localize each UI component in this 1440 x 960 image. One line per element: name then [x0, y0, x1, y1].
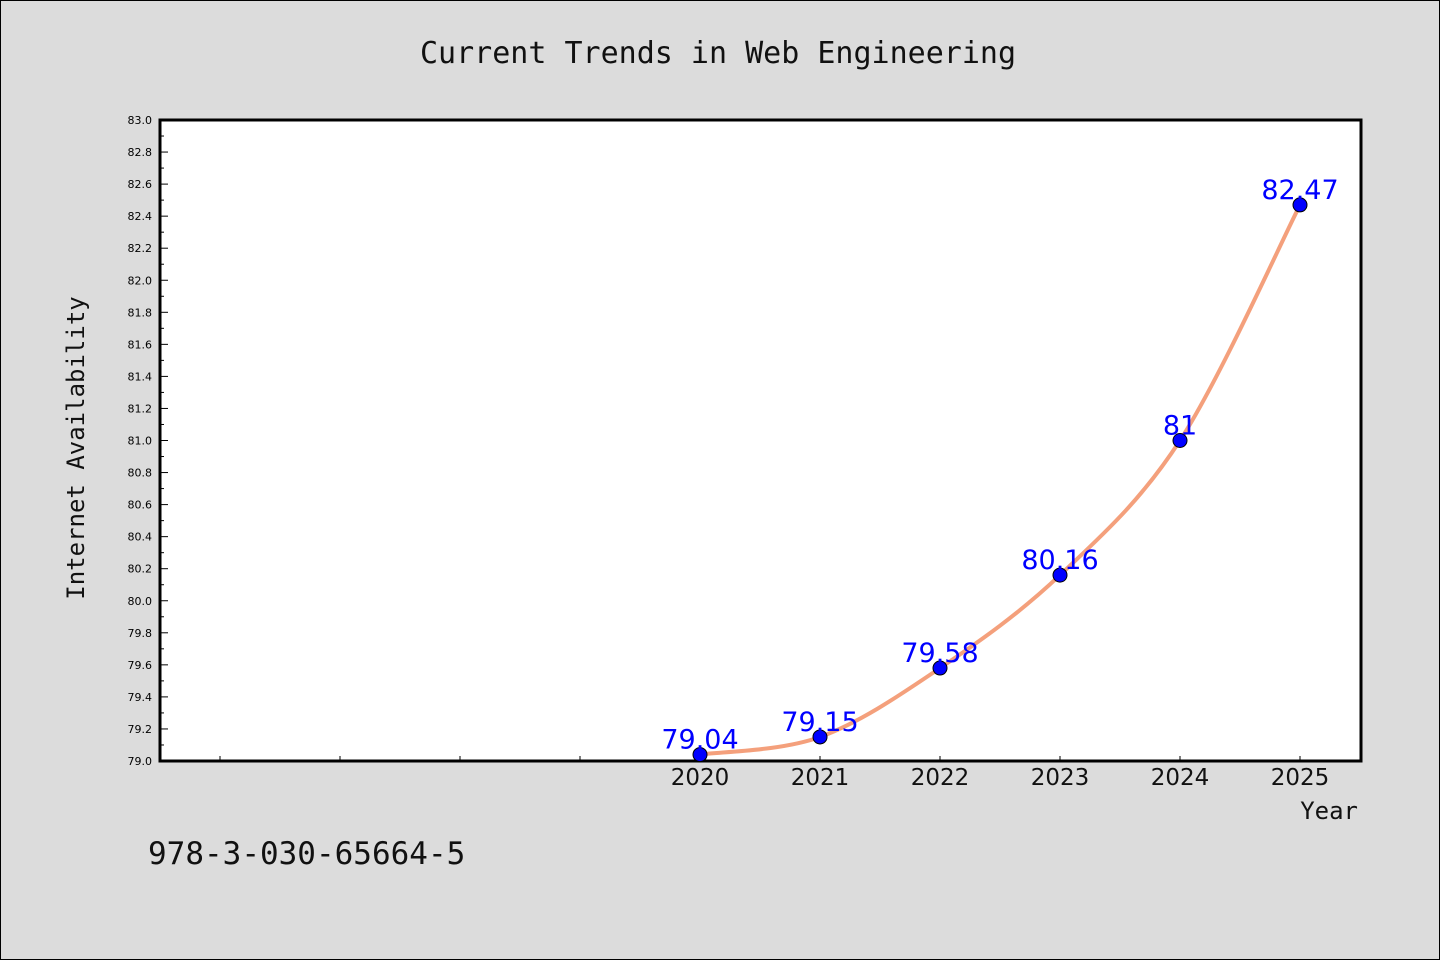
data-label: 81 [1163, 411, 1197, 442]
chart-title: Current Trends in Web Engineering [420, 36, 1016, 71]
x-tick-label: 2022 [911, 765, 970, 791]
data-point [1052, 567, 1068, 583]
y-tick-label: 82.4 [128, 210, 153, 223]
data-point [692, 747, 708, 763]
x-tick-label: 2020 [671, 765, 730, 791]
y-tick-label: 81.2 [128, 402, 153, 415]
y-tick-label: 82.0 [128, 274, 153, 287]
y-tick-label: 79.2 [128, 723, 153, 736]
y-axis-label: Internet Availability [62, 296, 90, 599]
data-points [692, 197, 1308, 763]
y-tick-label: 80.2 [128, 563, 153, 576]
y-tick-label: 79.6 [128, 659, 153, 672]
plot-area [158, 118, 1363, 763]
isbn-footer: 978-3-030-65664-5 [148, 836, 465, 872]
y-tick-label: 83.0 [128, 114, 153, 127]
x-axis-ticks: 2020 2021 2022 2023 2024 2025 [219, 756, 1330, 791]
x-tick-label: 2024 [1151, 765, 1210, 791]
x-tick-label: 2021 [791, 765, 850, 791]
y-tick-label: 80.0 [128, 595, 153, 608]
y-axis-ticks: 79.0 79.2 79.4 79.6 79.8 80.0 80.2 80.4 80.6 80.8… [128, 114, 168, 768]
y-tick-label: 79.0 [128, 755, 153, 768]
data-label: 79.58 [901, 638, 978, 669]
data-point [1172, 433, 1188, 448]
y-tick-label: 79.4 [128, 691, 153, 704]
data-label: 82.47 [1261, 175, 1338, 206]
y-tick-label: 81.0 [128, 435, 153, 448]
y-tick-label: 81.6 [128, 338, 153, 351]
data-labels: 79.04 79.15 79.58 80.16 81 82.47 [661, 175, 1338, 756]
y-tick-label: 80.4 [128, 531, 153, 544]
x-tick-label: 2025 [1271, 765, 1330, 791]
data-point [812, 729, 828, 745]
y-tick-label: 80.8 [128, 467, 153, 480]
data-point [1292, 197, 1308, 213]
y-tick-label: 82.2 [128, 242, 153, 255]
y-tick-label: 80.6 [128, 499, 153, 512]
data-label: 79.04 [661, 725, 738, 756]
x-axis-label: Year [1300, 797, 1358, 825]
data-label: 79.15 [781, 707, 858, 738]
y-tick-label: 81.4 [128, 370, 153, 383]
x-tick-label: 2023 [1031, 765, 1090, 791]
y-tick-label: 82.8 [128, 146, 153, 159]
y-tick-label: 81.8 [128, 306, 153, 319]
data-point [932, 660, 948, 676]
y-tick-label: 82.6 [128, 178, 153, 191]
y-tick-label: 79.8 [128, 627, 153, 640]
data-label: 80.16 [1021, 545, 1098, 576]
